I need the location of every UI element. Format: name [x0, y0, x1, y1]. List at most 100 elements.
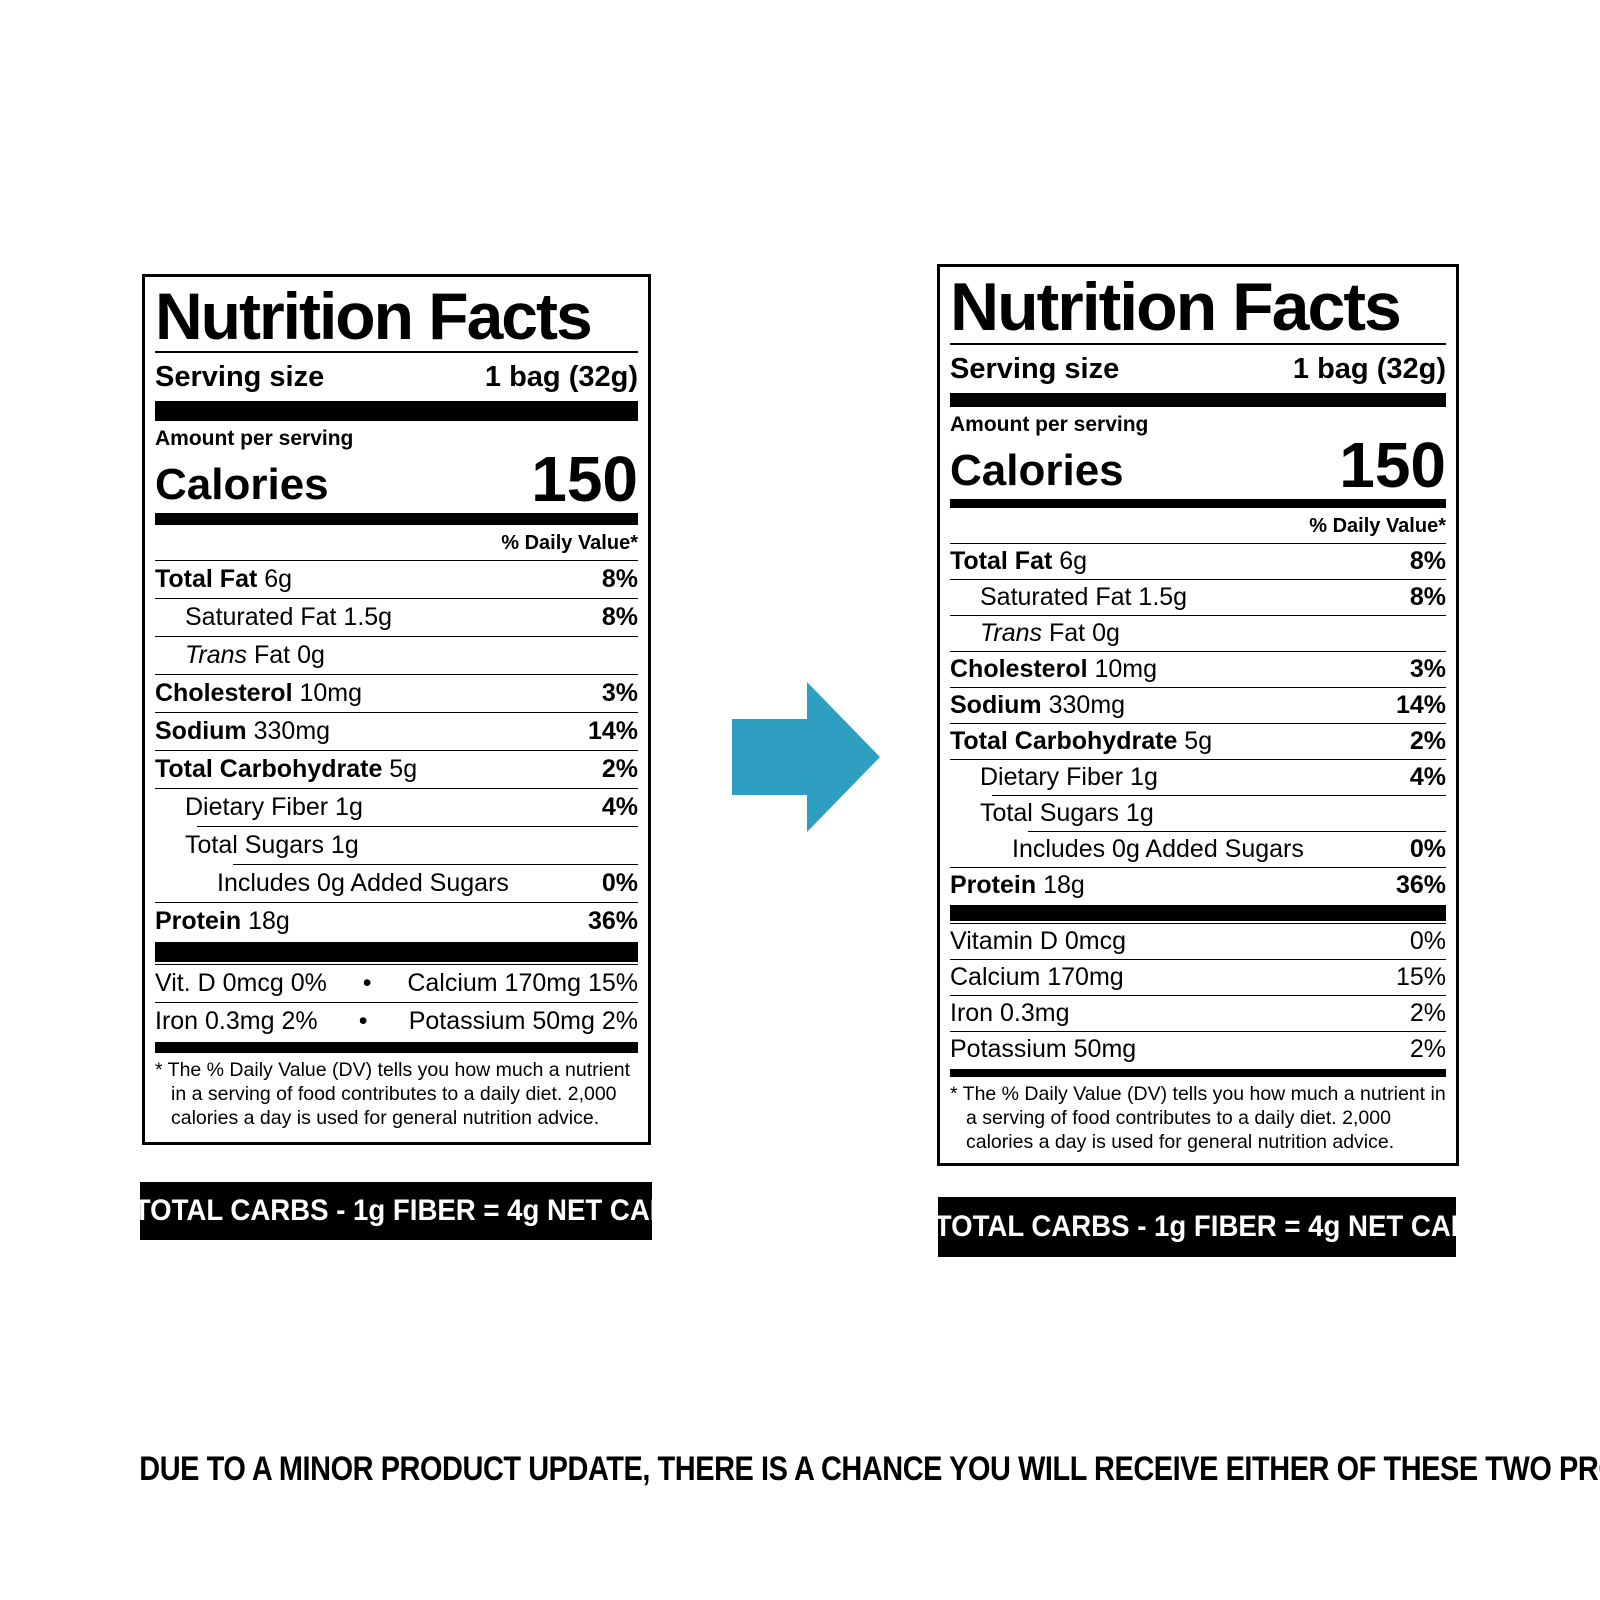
- nutrient-name: Dietary Fiber 1g: [185, 792, 363, 821]
- nutrient-amount: 5g: [1177, 727, 1213, 756]
- nutrient-amount: 18g: [241, 906, 290, 935]
- nutrient-amount: 10mg: [1087, 655, 1158, 684]
- net-carbs-banner-right: *5g TOTAL CARBS - 1g FIBER = 4g NET CARB…: [885, 1197, 1509, 1257]
- right-arrow-icon: [732, 682, 880, 832]
- calories-row: Calories 150: [950, 428, 1446, 501]
- nutrient-row-trans-fat: Trans Fat 0g: [950, 615, 1446, 651]
- net-carbs-banner-left: *5g TOTAL CARBS - 1g FIBER = 4g NET CARB…: [84, 1182, 708, 1240]
- micro-name: Calcium 170mg: [950, 962, 1124, 991]
- nutrient-name: Saturated Fat 1.5g: [185, 602, 393, 631]
- nutrient-dv: 0%: [1409, 835, 1446, 864]
- nutrient-name: Saturated Fat 1.5g: [980, 583, 1188, 612]
- bullet-separator: •: [362, 968, 372, 997]
- nutrient-dv: 14%: [1395, 691, 1446, 720]
- nutrient-dv: 36%: [587, 906, 638, 935]
- micro-dv: 0%: [1409, 926, 1446, 955]
- micronutrient-row: Vit. D 0mcg 0% • Calcium 170mg 15%: [155, 963, 638, 1002]
- nutrient-amount: 10mg: [292, 678, 363, 707]
- thick-divider: [155, 941, 638, 962]
- calories-label: Calories: [950, 446, 1124, 496]
- nutrient-row-total-sugars: Total Sugars 1g: [155, 825, 638, 864]
- micro-left: Vit. D 0mcg 0%: [155, 968, 327, 997]
- nutrient-row-total-sugars: Total Sugars 1g: [950, 795, 1446, 831]
- nutrient-name: Protein: [950, 871, 1037, 900]
- nutrient-name: Sodium: [950, 691, 1042, 720]
- nutrition-facts-title: Nutrition Facts: [950, 269, 1402, 345]
- nutrient-dv: 0%: [601, 868, 638, 897]
- nutrient-row-added-sugars: Includes 0g Added Sugars 0%: [155, 863, 638, 902]
- nutrient-name: Total Sugars 1g: [185, 830, 359, 859]
- nutrient-name: Protein: [155, 906, 242, 935]
- net-carbs-text: *5g TOTAL CARBS - 1g FIBER = 4g NET CARB…: [884, 1210, 1510, 1243]
- nutrient-row-added-sugars: Includes 0g Added Sugars 0%: [950, 831, 1446, 867]
- divider: [155, 351, 638, 353]
- net-carbs-text: *5g TOTAL CARBS - 1g FIBER = 4g NET CARB…: [83, 1194, 709, 1227]
- nutrient-row-saturated-fat: Saturated Fat 1.5g 8%: [950, 579, 1446, 615]
- nutrient-row-sodium: Sodium 330mg 14%: [950, 687, 1446, 723]
- micronutrient-row-calcium: Calcium 170mg 15%: [950, 958, 1446, 995]
- nutrient-name: Sodium: [155, 716, 247, 745]
- amount-per-serving-label: Amount per serving: [950, 412, 1149, 436]
- nutrient-row-dietary-fiber: Dietary Fiber 1g 4%: [155, 787, 638, 826]
- serving-size-row: Serving size 1 bag (32g): [950, 345, 1446, 393]
- nutrient-dv: 8%: [601, 602, 638, 631]
- nutrient-dv: 4%: [1409, 763, 1446, 792]
- nutrition-facts-title: Nutrition Facts: [155, 279, 593, 353]
- nutrient-amount: 330mg: [246, 716, 331, 745]
- daily-value-header: % Daily Value*: [1309, 515, 1446, 538]
- nutrient-dv: 8%: [1409, 583, 1446, 612]
- micro-left: Iron 0.3mg 2%: [155, 1006, 318, 1035]
- medium-divider: [950, 498, 1446, 509]
- product-update-notice-text: DUE TO A MINOR PRODUCT UPDATE, THERE IS …: [139, 1450, 1600, 1488]
- nutrient-name: Total Carbohydrate: [155, 754, 383, 783]
- nutrient-row-trans-fat: Trans Fat 0g: [155, 635, 638, 674]
- right-arrow-shape: [732, 682, 880, 832]
- nutrient-row-protein: Protein 18g 36%: [155, 901, 638, 940]
- nutrient-dv: 8%: [1409, 547, 1446, 576]
- serving-size-label: Serving size: [950, 353, 1120, 385]
- nutrient-name: Includes 0g Added Sugars: [217, 868, 509, 897]
- nutrient-name: Total Sugars 1g: [980, 799, 1154, 828]
- nutrition-label-new: Nutrition Facts Serving size 1 bag (32g)…: [937, 264, 1459, 1166]
- serving-size-label: Serving size: [155, 361, 325, 393]
- micro-right: Calcium 170mg 15%: [407, 968, 638, 997]
- nutrient-name: Cholesterol: [950, 655, 1088, 684]
- daily-value-header: % Daily Value*: [501, 531, 638, 554]
- micro-name: Potassium 50mg: [950, 1034, 1137, 1063]
- nutrient-dv: 2%: [601, 754, 638, 783]
- nutrient-amount: Fat 0g: [247, 640, 325, 669]
- nutrient-amount: 6g: [1052, 547, 1088, 576]
- product-update-notice: DUE TO A MINOR PRODUCT UPDATE, THERE IS …: [0, 1450, 1600, 1489]
- nutrient-dv: 4%: [601, 792, 638, 821]
- thick-divider: [155, 401, 638, 421]
- serving-size-value: 1 bag (32g): [484, 361, 638, 393]
- nutrient-amount: Fat 0g: [1042, 619, 1120, 648]
- thin-thick-divider: [155, 1041, 638, 1053]
- nutrient-row-total-carbohydrate: Total Carbohydrate 5g 2%: [950, 723, 1446, 759]
- daily-value-footnote: * The % Daily Value (DV) tells you how m…: [950, 1083, 1446, 1153]
- nutrient-row-cholesterol: Cholesterol 10mg 3%: [950, 651, 1446, 687]
- micronutrient-row-iron: Iron 0.3mg 2%: [950, 994, 1446, 1031]
- thick-divider: [950, 393, 1446, 407]
- micronutrient-row-vitamin-d: Vitamin D 0mcg 0%: [950, 922, 1446, 959]
- nutrient-dv: 36%: [1395, 871, 1446, 900]
- nutrient-row-sodium: Sodium 330mg 14%: [155, 711, 638, 750]
- nutrient-row-total-carbohydrate: Total Carbohydrate 5g 2%: [155, 749, 638, 788]
- nutrient-dv: 3%: [1409, 655, 1446, 684]
- nutrient-dv: 2%: [1409, 727, 1446, 756]
- nutrition-label-old: Nutrition Facts Serving size 1 bag (32g)…: [142, 274, 651, 1145]
- nutrient-name: Total Carbohydrate: [950, 727, 1178, 756]
- nutrient-name-italic: Trans: [185, 640, 248, 669]
- nutrient-row-saturated-fat: Saturated Fat 1.5g 8%: [155, 597, 638, 636]
- nutrient-row-cholesterol: Cholesterol 10mg 3%: [155, 673, 638, 712]
- calories-value: 150: [1339, 428, 1446, 501]
- serving-size-value: 1 bag (32g): [1292, 353, 1446, 385]
- micro-dv: 15%: [1395, 962, 1446, 991]
- nutrient-name: Total Fat: [950, 547, 1053, 576]
- daily-value-footnote: * The % Daily Value (DV) tells you how m…: [155, 1058, 631, 1129]
- nutrient-amount: 330mg: [1041, 691, 1126, 720]
- bullet-separator: •: [358, 1006, 368, 1035]
- micro-right: Potassium 50mg 2%: [408, 1006, 638, 1035]
- nutrient-name: Dietary Fiber 1g: [980, 763, 1158, 792]
- divider: [950, 343, 1446, 345]
